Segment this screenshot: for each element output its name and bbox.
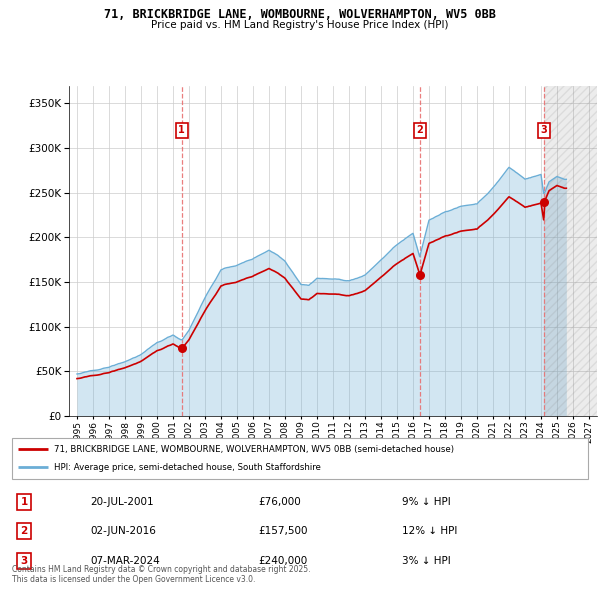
Text: £76,000: £76,000: [258, 497, 301, 507]
Bar: [544, 86, 597, 416]
Text: 20-JUL-2001: 20-JUL-2001: [90, 497, 154, 507]
Text: 3: 3: [541, 125, 547, 135]
Text: £157,500: £157,500: [258, 526, 308, 536]
Text: 2: 2: [20, 526, 28, 536]
Text: 3: 3: [20, 556, 28, 566]
Text: 2: 2: [416, 125, 423, 135]
Text: Contains HM Land Registry data © Crown copyright and database right 2025.
This d: Contains HM Land Registry data © Crown c…: [12, 565, 311, 584]
Bar: [12, 438, 588, 478]
Text: 71, BRICKBRIDGE LANE, WOMBOURNE, WOLVERHAMPTON, WV5 0BB: 71, BRICKBRIDGE LANE, WOMBOURNE, WOLVERH…: [104, 8, 496, 21]
Text: 9% ↓ HPI: 9% ↓ HPI: [402, 497, 451, 507]
Text: 1: 1: [178, 125, 185, 135]
Text: 1: 1: [20, 497, 28, 507]
Text: 02-JUN-2016: 02-JUN-2016: [90, 526, 156, 536]
Text: 3% ↓ HPI: 3% ↓ HPI: [402, 556, 451, 566]
Text: 07-MAR-2024: 07-MAR-2024: [90, 556, 160, 566]
Text: Price paid vs. HM Land Registry's House Price Index (HPI): Price paid vs. HM Land Registry's House …: [151, 20, 449, 30]
Text: 12% ↓ HPI: 12% ↓ HPI: [402, 526, 457, 536]
Text: HPI: Average price, semi-detached house, South Staffordshire: HPI: Average price, semi-detached house,…: [54, 463, 321, 472]
Text: £240,000: £240,000: [258, 556, 307, 566]
Text: 71, BRICKBRIDGE LANE, WOMBOURNE, WOLVERHAMPTON, WV5 0BB (semi-detached house): 71, BRICKBRIDGE LANE, WOMBOURNE, WOLVERH…: [54, 445, 454, 454]
